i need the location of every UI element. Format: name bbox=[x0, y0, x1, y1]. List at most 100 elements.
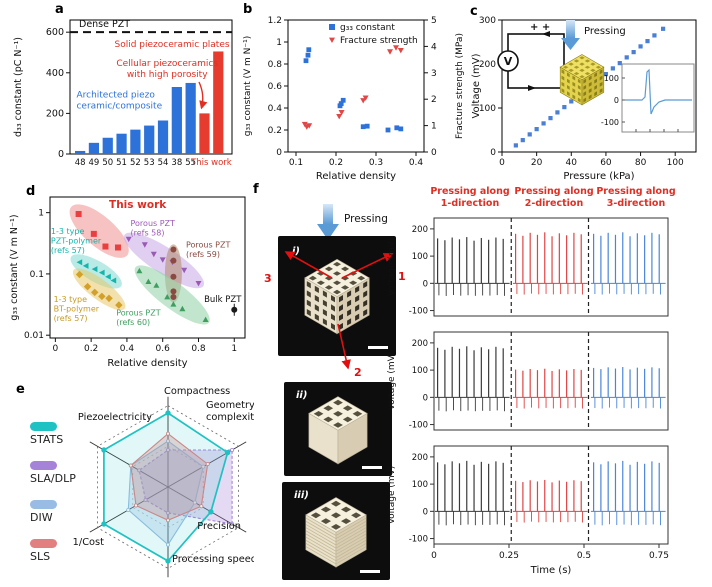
spike-segment bbox=[512, 232, 588, 295]
svg-text:0.25: 0.25 bbox=[499, 551, 519, 561]
svg-text:SLS: SLS bbox=[30, 550, 50, 563]
pressing-arrow bbox=[323, 204, 333, 224]
svg-text:100: 100 bbox=[412, 366, 428, 376]
scale-bar bbox=[362, 466, 382, 469]
svg-text:4: 4 bbox=[431, 42, 437, 52]
pressing-arrow bbox=[561, 20, 580, 50]
svg-text:50: 50 bbox=[102, 158, 113, 168]
svg-text:SLA/DLP: SLA/DLP bbox=[30, 472, 76, 485]
svg-text:1/Cost: 1/Cost bbox=[73, 537, 104, 548]
panel-label-c: c bbox=[470, 4, 478, 19]
svg-text:48: 48 bbox=[75, 158, 86, 168]
header-1-line1: Pressing along bbox=[430, 186, 510, 197]
svg-text:Voltage (mV): Voltage (mV) bbox=[471, 53, 482, 118]
radar-legend: STATS SLA/DLP DIW SLS bbox=[30, 422, 76, 563]
svg-text:Piezoelectricity: Piezoelectricity bbox=[78, 412, 152, 423]
svg-text:g₃₃ constant (V m N⁻¹): g₃₃ constant (V m N⁻¹) bbox=[9, 214, 20, 320]
svg-text:Precision: Precision bbox=[197, 521, 241, 532]
panel-e-radar: Compactness Geometrycomplexity Precision Pr… bbox=[4, 384, 254, 587]
svg-text:1: 1 bbox=[398, 270, 406, 283]
svg-text:0.8: 0.8 bbox=[191, 344, 206, 354]
group-points bbox=[231, 303, 238, 316]
group-points bbox=[75, 211, 121, 251]
svg-text:PZT-polymer: PZT-polymer bbox=[51, 236, 102, 245]
spike-chart-sample-ii: -100 0 100 200 Voltage (mV) bbox=[387, 331, 669, 431]
svg-text:-100: -100 bbox=[601, 118, 619, 127]
svg-text:1: 1 bbox=[38, 209, 44, 219]
svg-text:0.2: 0.2 bbox=[329, 158, 343, 168]
svg-text:Pressing: Pressing bbox=[584, 26, 626, 37]
svg-text:with high porosity: with high porosity bbox=[127, 70, 208, 80]
svg-text:0.2: 0.2 bbox=[84, 344, 98, 354]
spike-chart-sample-i: -100 0 100 200 Voltage (mV) bbox=[387, 217, 669, 317]
svg-text:Geometry: Geometry bbox=[206, 400, 254, 411]
svg-text:Porous PZT: Porous PZT bbox=[186, 240, 231, 249]
svg-text:0: 0 bbox=[431, 551, 437, 561]
svg-text:400: 400 bbox=[46, 68, 64, 79]
svg-text:ceramic/composite: ceramic/composite bbox=[76, 102, 162, 112]
printing-methods-radar-chart: Compactness Geometrycomplexity Precision Pr… bbox=[30, 386, 254, 578]
g33-points bbox=[303, 47, 404, 133]
svg-text:0: 0 bbox=[423, 279, 428, 289]
header-2-line2: 2-direction bbox=[524, 197, 584, 209]
radar-series-STATS bbox=[103, 412, 229, 563]
svg-text:100: 100 bbox=[479, 104, 496, 114]
spike-segment bbox=[434, 346, 510, 412]
g33-density-comparison-chart: 0.01 0.1 1 0 0.2 0.4 0.6 0.8 1 g₃₃ constant (V m … bbox=[9, 196, 246, 369]
spike-segment bbox=[434, 460, 510, 526]
svg-text:0: 0 bbox=[490, 148, 496, 158]
lattice-cube bbox=[304, 258, 370, 335]
svg-text:V: V bbox=[504, 55, 513, 68]
svg-text:0.2: 0.2 bbox=[268, 126, 282, 136]
svg-text:3: 3 bbox=[264, 272, 272, 285]
svg-text:55: 55 bbox=[185, 158, 196, 168]
spike-segment bbox=[590, 367, 666, 409]
svg-text:g₃₃ constant (V m N⁻¹): g₃₃ constant (V m N⁻¹) bbox=[243, 36, 253, 137]
svg-text:0: 0 bbox=[423, 393, 428, 403]
group-points bbox=[170, 246, 177, 301]
svg-text:Time (s): Time (s) bbox=[530, 565, 572, 576]
svg-text:100: 100 bbox=[412, 252, 428, 262]
svg-text:0: 0 bbox=[499, 158, 505, 168]
g33-fracture-scatter: 0 0.2 0.4 0.6 0.8 1 1.2 0 1 2 3 4 5 0.1 0.2 0.3 0.4 g₃₃ c… bbox=[243, 16, 465, 182]
svg-text:Voltage (mV): Voltage (mV) bbox=[387, 352, 397, 411]
svg-text:0.1: 0.1 bbox=[30, 270, 44, 280]
svg-text:100: 100 bbox=[667, 158, 684, 168]
svg-text:20: 20 bbox=[531, 158, 543, 168]
svg-text:0: 0 bbox=[431, 148, 437, 158]
header-1-line2: 1-direction bbox=[440, 197, 500, 209]
svg-text:This work: This work bbox=[190, 158, 232, 168]
svg-text:200: 200 bbox=[412, 453, 428, 463]
svg-text:0: 0 bbox=[52, 344, 58, 354]
panel-label-b: b bbox=[243, 2, 253, 17]
svg-text:Relative density: Relative density bbox=[107, 358, 187, 369]
svg-text:2: 2 bbox=[431, 95, 437, 105]
svg-text:+ +: + + bbox=[530, 22, 550, 33]
svg-text:80: 80 bbox=[635, 158, 647, 168]
svg-text:Porous PZT: Porous PZT bbox=[131, 219, 176, 228]
panel-a-bar-chart: 0 200 400 600 d₃₃ constant (pC N⁻¹) 48 49 50 51 5… bbox=[8, 6, 238, 184]
spike-segment bbox=[590, 232, 666, 295]
svg-text:1: 1 bbox=[276, 38, 282, 48]
svg-text:Voltage (mV): Voltage (mV) bbox=[387, 238, 397, 297]
sample-photos: Pressing i) 3 1 2 ii) iii) bbox=[264, 204, 406, 580]
svg-text:iii): iii) bbox=[294, 490, 309, 501]
svg-text:1: 1 bbox=[231, 344, 237, 354]
svg-text:0.4: 0.4 bbox=[409, 158, 424, 168]
panel-b-dual-scatter: 0 0.2 0.4 0.6 0.8 1 1.2 0 1 2 3 4 5 0.1 0.2 0.3 0.4 g₃₃ c… bbox=[238, 6, 470, 184]
panel-label-e: e bbox=[16, 382, 25, 397]
svg-text:51: 51 bbox=[116, 158, 127, 168]
svg-text:-100: -100 bbox=[409, 421, 428, 431]
lattice-cube bbox=[559, 54, 605, 106]
svg-text:2: 2 bbox=[354, 366, 362, 379]
svg-text:38: 38 bbox=[171, 158, 182, 168]
svg-text:Cellular piezoceramics: Cellular piezoceramics bbox=[116, 59, 218, 69]
svg-text:0.75: 0.75 bbox=[649, 551, 669, 561]
svg-text:300: 300 bbox=[479, 16, 496, 26]
spike-segment bbox=[512, 479, 588, 523]
panel-c-voltage-pressure: 0 100 200 300 0 20 40 60 80 100 Voltage (mV) Pressu… bbox=[468, 6, 712, 184]
spike-segment bbox=[512, 368, 588, 409]
panel-d-log-scatter: 0.01 0.1 1 0 0.2 0.4 0.6 0.8 1 g₃₃ constant (V m … bbox=[6, 190, 254, 384]
group-points bbox=[76, 259, 117, 284]
